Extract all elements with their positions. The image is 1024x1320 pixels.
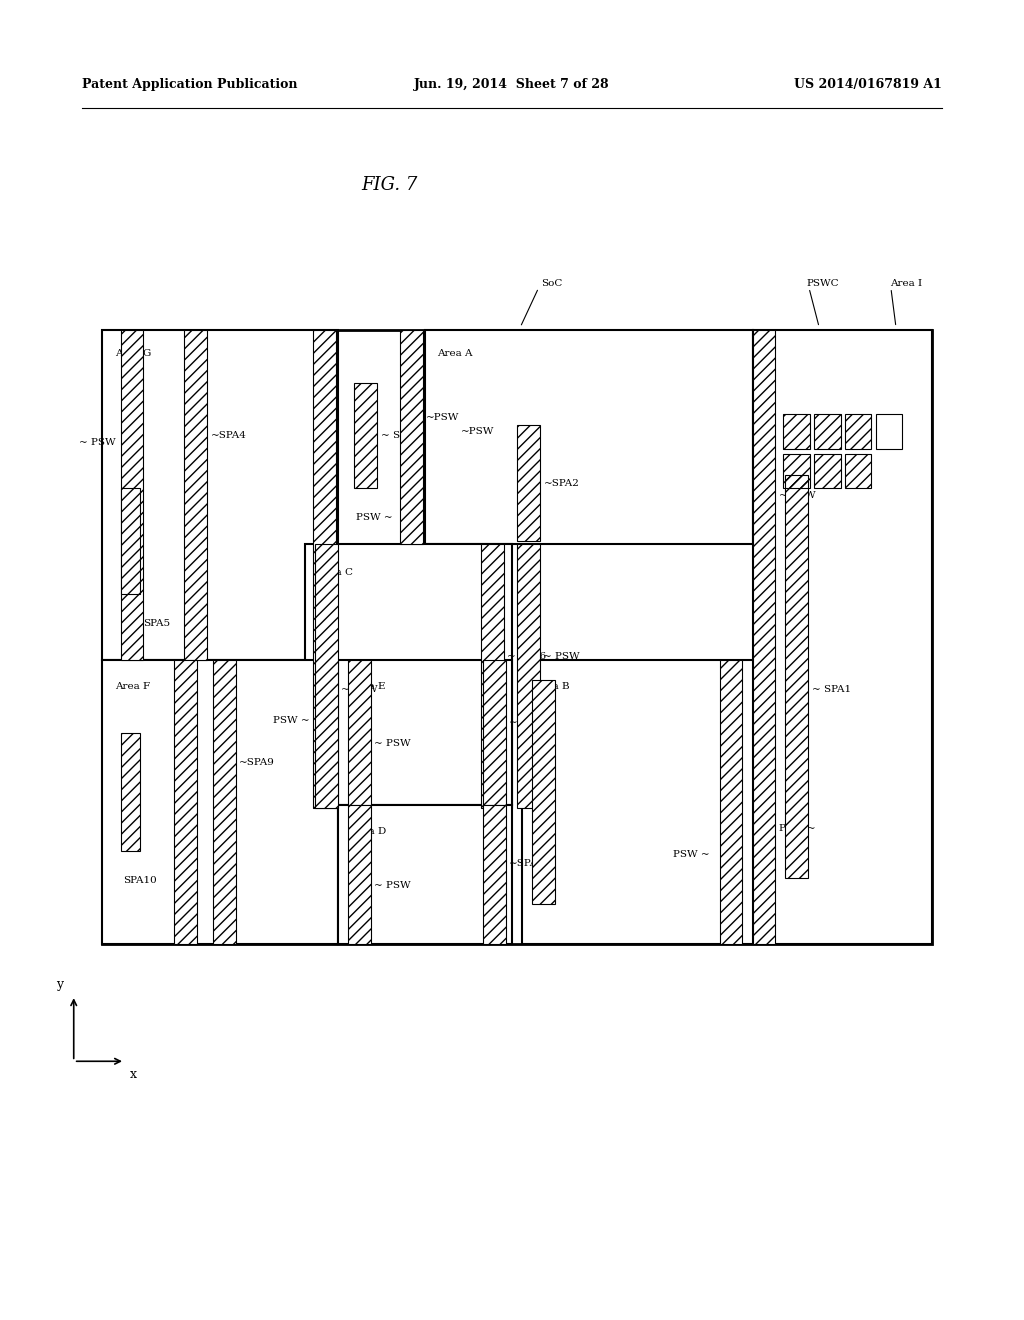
Text: ~ PSW: ~ PSW (341, 685, 378, 693)
Text: SPA5: SPA5 (143, 619, 170, 627)
Text: Area G: Area G (115, 350, 152, 358)
Bar (213, 660, 236, 944)
Bar (785, 475, 808, 878)
Text: ~ SPA3: ~ SPA3 (381, 432, 420, 440)
Text: ~PSW: ~PSW (461, 428, 495, 436)
Text: Area B: Area B (535, 682, 570, 690)
Bar (102, 660, 338, 944)
Text: Area E: Area E (350, 682, 386, 690)
Bar (121, 733, 140, 851)
Text: x: x (130, 1068, 136, 1081)
Text: SoC: SoC (541, 280, 562, 288)
Bar (348, 660, 371, 805)
Bar (845, 414, 871, 449)
Text: ~SPA4: ~SPA4 (211, 432, 247, 440)
Text: ~ SPA1: ~ SPA1 (812, 685, 851, 694)
Text: ~ SPA6: ~ SPA6 (507, 652, 546, 660)
Bar (338, 805, 512, 944)
Bar (876, 414, 902, 449)
Bar (532, 680, 555, 904)
Text: ~SPA2: ~SPA2 (544, 479, 580, 487)
Bar (348, 805, 371, 944)
Text: Jun. 19, 2014  Sheet 7 of 28: Jun. 19, 2014 Sheet 7 of 28 (414, 78, 610, 91)
Text: y: y (56, 978, 62, 991)
Bar (783, 414, 810, 449)
Bar (483, 660, 506, 805)
Text: US 2014/0167819 A1: US 2014/0167819 A1 (795, 78, 942, 91)
Text: PSW ~: PSW ~ (272, 717, 309, 725)
Bar (845, 454, 871, 488)
Bar (425, 330, 753, 544)
Text: ~SPA7: ~SPA7 (509, 718, 545, 726)
Bar (184, 330, 207, 660)
Bar (338, 660, 512, 805)
Text: Area A: Area A (437, 350, 473, 358)
Text: Area F: Area F (115, 682, 150, 690)
Bar (121, 330, 143, 660)
Text: ~ PSW: ~ PSW (543, 652, 580, 660)
Bar (753, 330, 775, 944)
Bar (814, 414, 841, 449)
Bar (354, 383, 377, 488)
Text: ~SPA8: ~SPA8 (509, 859, 545, 869)
Bar (814, 454, 841, 488)
Text: ~PSW: ~PSW (426, 413, 460, 421)
Text: FIG. 7: FIG. 7 (360, 176, 418, 194)
Bar (483, 805, 506, 944)
Bar (174, 660, 197, 944)
Bar (753, 330, 932, 944)
Bar (783, 454, 810, 488)
Bar (517, 425, 540, 541)
Text: Patent Application Publication: Patent Application Publication (82, 78, 297, 91)
Text: ~ PSW: ~ PSW (79, 438, 116, 446)
Text: ~SPA9: ~SPA9 (239, 758, 274, 767)
Text: PSWC: PSWC (807, 280, 840, 288)
Text: Area I: Area I (890, 280, 922, 288)
Bar (102, 330, 932, 944)
Text: PSW ~: PSW ~ (673, 850, 710, 859)
Bar (121, 488, 140, 594)
Bar (400, 330, 423, 544)
Bar (720, 660, 742, 944)
Text: ~ PSW: ~ PSW (779, 491, 816, 499)
Bar (517, 544, 540, 808)
Bar (315, 544, 338, 808)
Bar (522, 660, 753, 944)
Text: PSW ~: PSW ~ (779, 824, 816, 833)
Text: ~ PSW: ~ PSW (374, 739, 411, 747)
Text: Area D: Area D (350, 828, 386, 836)
Text: ~ PSW: ~ PSW (374, 880, 411, 890)
Text: Area C: Area C (317, 569, 353, 577)
Bar (313, 330, 336, 808)
Text: PSW ~: PSW ~ (356, 513, 393, 521)
Bar (305, 544, 512, 808)
Bar (102, 330, 338, 660)
Bar (481, 544, 504, 808)
Text: SPA10: SPA10 (123, 876, 157, 884)
